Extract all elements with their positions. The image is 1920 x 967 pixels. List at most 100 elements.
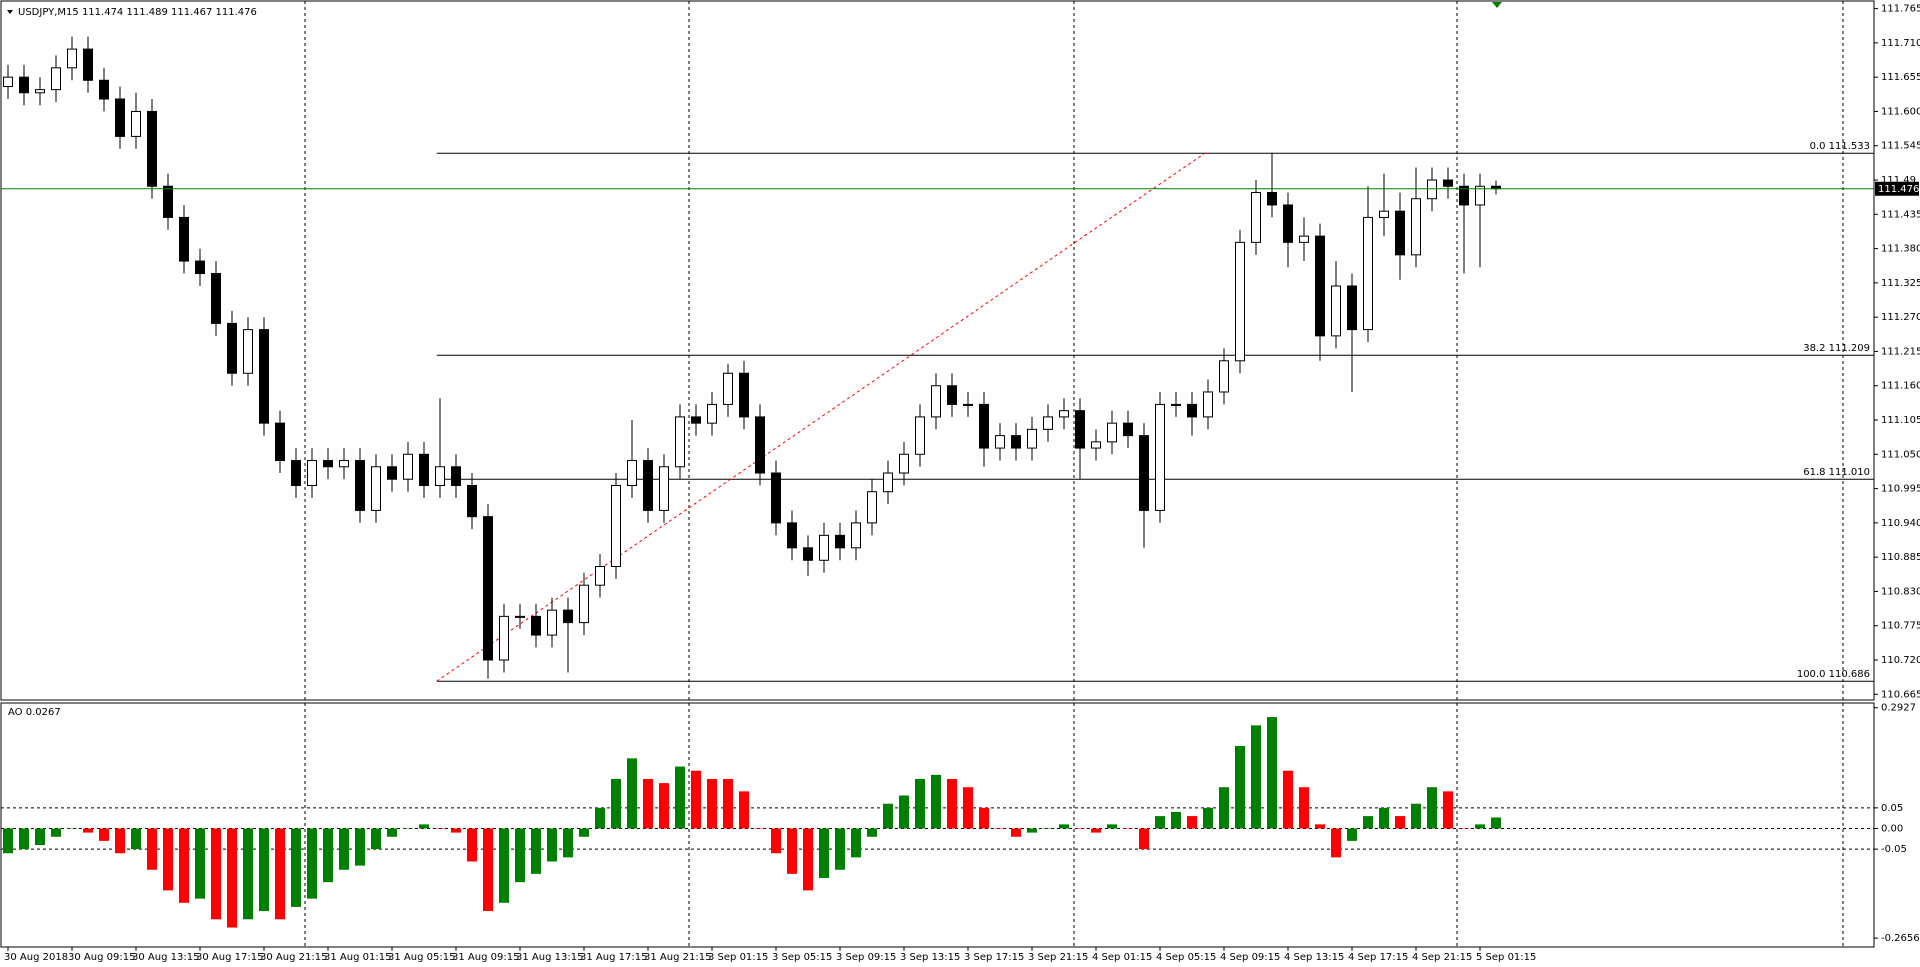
candle-body — [1011, 435, 1021, 449]
ao-bar — [131, 828, 141, 850]
candle-body — [1395, 210, 1405, 256]
candle-body — [1171, 403, 1181, 406]
ao-bar — [755, 828, 765, 829]
x-tick-label: 4 Sep 01:15 — [1092, 952, 1152, 963]
ao-bar — [787, 828, 797, 874]
y-tick-label: 110.775 — [1881, 621, 1920, 632]
candle-body — [835, 534, 845, 549]
candle-body — [707, 403, 717, 424]
y-tick-label: 110.665 — [1881, 689, 1920, 700]
ao-bar — [259, 828, 269, 912]
y-tick-label: 111.380 — [1881, 244, 1920, 255]
x-tick-label: 4 Sep 17:15 — [1348, 952, 1408, 963]
ao-bar — [1299, 787, 1309, 829]
candle-body — [1299, 235, 1309, 243]
candle-body — [1059, 410, 1069, 418]
ao-bar — [83, 828, 93, 833]
fib-label: 100.0 110.686 — [1797, 669, 1870, 680]
candle-body — [51, 67, 61, 91]
candle-body — [1187, 403, 1197, 418]
ao-bar — [963, 787, 973, 829]
ao-bar — [1443, 791, 1453, 829]
ao-bar — [979, 807, 989, 829]
ao-bar — [1363, 816, 1373, 829]
ao-bar — [1171, 811, 1181, 829]
ao-bar — [1187, 816, 1197, 829]
x-tick-label: 4 Sep 13:15 — [1284, 952, 1344, 963]
candle-body — [755, 416, 765, 474]
x-tick-label: 3 Sep 09:15 — [836, 952, 896, 963]
candle-body — [691, 416, 701, 424]
candle-body — [227, 322, 237, 374]
candle-body — [35, 89, 45, 94]
y-tick-label: 111.49 — [1881, 175, 1916, 186]
candle-body — [867, 491, 877, 524]
candle-body — [947, 385, 957, 405]
candle-body — [723, 372, 733, 405]
main-panel — [0, 0, 1875, 701]
shift-marker — [1492, 2, 1502, 8]
candle-body — [563, 609, 573, 624]
ao-bar — [291, 828, 301, 907]
ao-bar — [227, 828, 237, 928]
y-tick-label: 111.215 — [1881, 346, 1920, 357]
ao-bar — [595, 807, 605, 829]
candle-body — [419, 453, 429, 486]
ao-bar — [451, 828, 461, 833]
y-tick-label: 111.600 — [1881, 106, 1920, 117]
x-tick-label: 31 Aug 13:15 — [516, 952, 583, 963]
candle-body — [307, 460, 317, 486]
y-tick-label: 111.545 — [1881, 141, 1920, 152]
x-tick-label: 30 Aug 17:15 — [196, 952, 263, 963]
ao-bar — [691, 770, 701, 829]
candle-body — [275, 422, 285, 462]
ao-bar — [659, 783, 669, 829]
x-tick-label: 31 Aug 09:15 — [452, 952, 519, 963]
x-tick-label: 30 Aug 09:15 — [68, 952, 135, 963]
x-tick-label: 3 Sep 17:15 — [964, 952, 1024, 963]
candle-body — [675, 416, 685, 468]
candle-body — [67, 48, 77, 69]
ao-bar — [707, 778, 717, 829]
ao-bar — [611, 778, 621, 829]
ao-bar — [99, 828, 109, 841]
candle-body — [243, 329, 253, 374]
ao-bar — [675, 766, 685, 829]
candle-body — [147, 110, 157, 187]
candle-body — [371, 466, 381, 511]
candle-body — [1427, 179, 1437, 200]
candle-body — [1235, 241, 1245, 362]
candle-body — [1267, 191, 1277, 206]
candle-body — [627, 460, 637, 486]
ao-bar — [19, 828, 29, 850]
fib-label: 61.8 111.010 — [1803, 467, 1870, 478]
title-arrow — [7, 10, 13, 14]
x-tick-label: 4 Sep 09:15 — [1220, 952, 1280, 963]
ao-bar — [1043, 828, 1053, 829]
indicator-title: AO 0.0267 — [8, 707, 61, 718]
candle-body — [1363, 216, 1373, 331]
ao-bar — [1203, 807, 1213, 829]
candle-body — [387, 466, 397, 480]
ao-bar — [931, 774, 941, 829]
ao-bar — [1107, 824, 1117, 829]
ao-bar — [1491, 817, 1501, 829]
y-tick-label: 110.830 — [1881, 586, 1920, 597]
ao-bar — [1027, 828, 1037, 833]
x-tick-label: 3 Sep 01:15 — [708, 952, 768, 963]
candle-body — [1091, 441, 1101, 449]
ao-bar — [723, 778, 733, 829]
ao-bar — [1139, 828, 1149, 850]
candle-body — [499, 615, 509, 661]
ao-bar — [355, 828, 365, 866]
ao-bar — [579, 828, 589, 837]
ao-bar — [115, 828, 125, 854]
ao-bar — [995, 828, 1005, 829]
ao-bar — [515, 828, 525, 883]
y-tick-label: 111.105 — [1881, 415, 1920, 426]
ao-bar — [3, 828, 13, 854]
ao-bar — [339, 828, 349, 870]
candle-body — [163, 185, 173, 218]
candle-body — [1123, 422, 1133, 437]
